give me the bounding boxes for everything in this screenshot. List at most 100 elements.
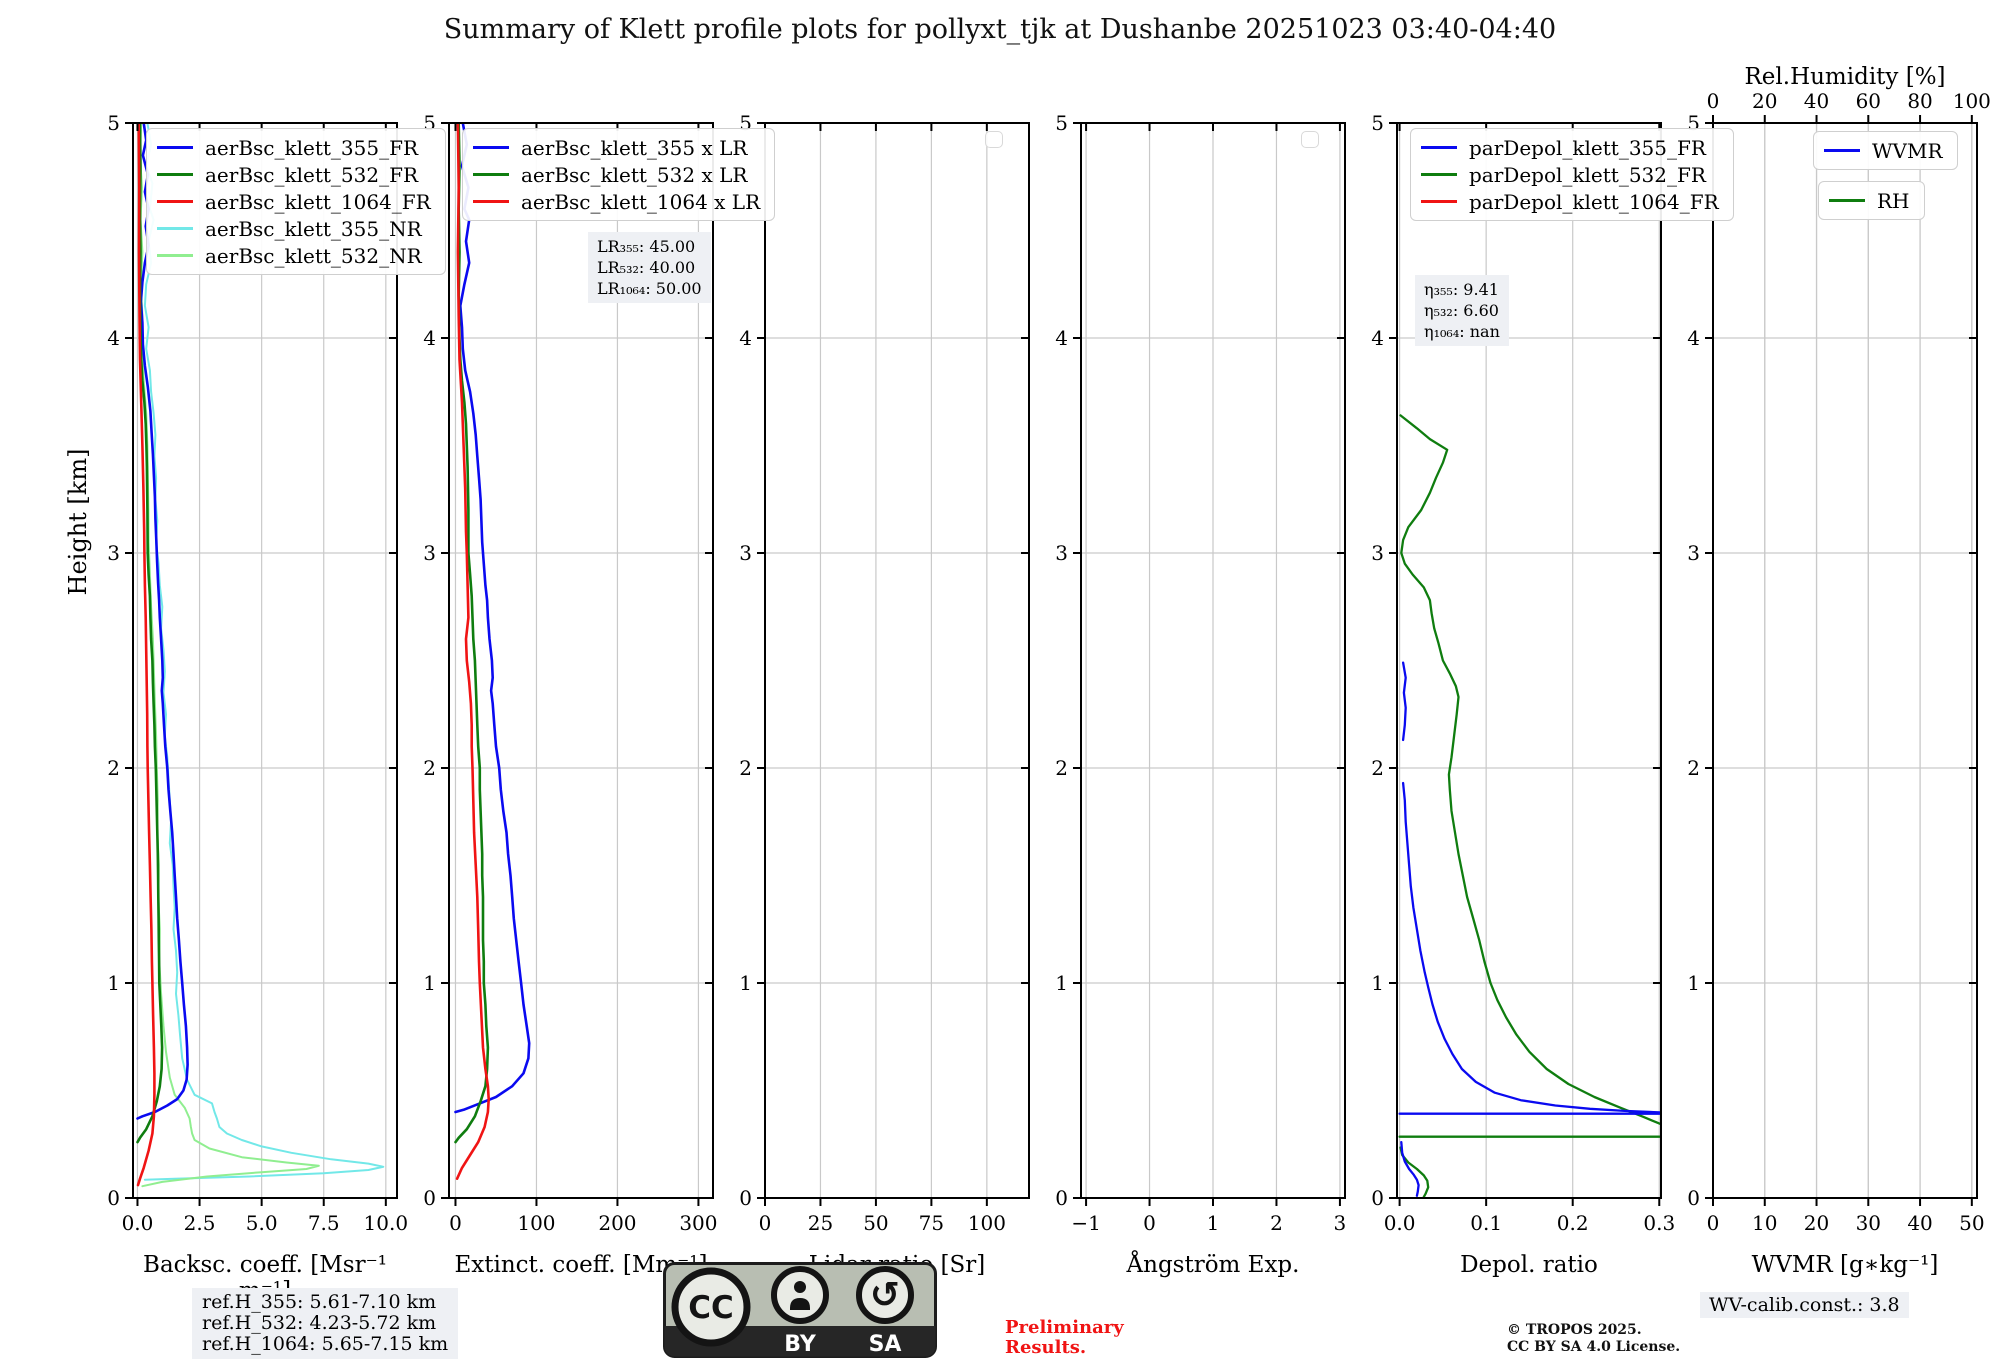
x-label-angstrom: Ångström Exp. [1126, 1252, 1300, 1278]
series-aerBsc_klett_1064_FR [136, 123, 156, 1187]
legend-label: aerBsc_klett_355 x LR [521, 135, 748, 160]
legend-entry: parDepol_klett_532_FR [1421, 161, 1719, 188]
cc-text: CC [688, 1290, 734, 1326]
y-tick-label: 4 [107, 326, 120, 350]
legend-entry: aerBsc_klett_355_FR [157, 134, 431, 161]
y-tick-label: 4 [1055, 326, 1068, 350]
top-label-rel-humidity: Rel.Humidity [%] [1744, 64, 1946, 90]
legend-line-swatch [157, 254, 193, 257]
y-tick-label: 4 [423, 326, 436, 350]
x-tick-label: 0 [759, 1211, 772, 1235]
svg-text:↺: ↺ [870, 1275, 900, 1316]
x-tick-label: 10.0 [364, 1211, 409, 1235]
y-tick-label: 0 [739, 1186, 752, 1210]
legend-entry: aerBsc_klett_355_NR [157, 215, 431, 242]
y-tick-label: 1 [1055, 971, 1068, 995]
preliminary-results-note: Preliminary Results. [1005, 1318, 1124, 1358]
share-alike-icon [856, 1266, 914, 1324]
y-tick-label: 5 [1055, 111, 1068, 135]
copyright-note: © TROPOS 2025. CC BY SA 4.0 License. [1507, 1322, 1680, 1356]
copyright-line2: CC BY SA 4.0 License. [1507, 1339, 1681, 1355]
page-title: Summary of Klett profile plots for polly… [443, 14, 1557, 45]
rh-tick-label: 0 [1707, 89, 1720, 113]
y-tick-label: 1 [107, 971, 120, 995]
y-tick-label: 2 [1055, 756, 1068, 780]
axes-frame [1396, 122, 1662, 1199]
x-tick-label: 40 [1907, 1211, 1932, 1235]
y-tick-label: 5 [1371, 111, 1384, 135]
reference-heights-box: ref.H_355: 5.61-7.10 km ref.H_532: 4.23-5… [192, 1288, 459, 1359]
series-aerBsc_klett_355 x LR [454, 123, 531, 1114]
series-aerBsc_klett_532 x LR [454, 123, 490, 1144]
legend-line-swatch [1829, 199, 1865, 202]
annotation-line: LR₅₃₂: 40.00 [597, 258, 696, 277]
legend-entry: WVMR [1824, 137, 1943, 164]
person-icon [771, 1266, 829, 1324]
y-tick-label: 1 [1687, 971, 1700, 995]
annotation-line: ref.H_355: 5.61-7.10 km [202, 1291, 437, 1313]
legend-label: aerBsc_klett_1064 x LR [521, 189, 761, 214]
x-tick-label: 300 [679, 1211, 717, 1235]
cc-by-sa-badge: CC ↺ BY SA [663, 1262, 937, 1358]
x-tick-label: 7.5 [308, 1211, 340, 1235]
badge-by-text: BY [784, 1332, 817, 1357]
y-tick-label: 2 [1371, 756, 1384, 780]
x-tick-label: 0.0 [122, 1211, 154, 1235]
x-tick-label: 0 [449, 1211, 462, 1235]
x-tick-label: 5.0 [246, 1211, 278, 1235]
legend-line-swatch [1421, 200, 1457, 203]
annotation-line: ref.H_1064: 5.65-7.15 km [202, 1333, 449, 1355]
legend-entry: aerBsc_klett_355 x LR [473, 134, 760, 161]
legend-line-swatch [473, 173, 509, 176]
preliminary-line2: Results. [1005, 1337, 1087, 1358]
series-aerBsc_klett_355_FR [136, 123, 189, 1120]
legend-label: aerBsc_klett_355_FR [205, 135, 419, 160]
rh-tick-label: 20 [1752, 89, 1777, 113]
y-tick-label: 3 [1055, 541, 1068, 565]
panel-depol-ratio: 0.0 0.1 0.2 0.3 0 1 2 3 4 5 [1371, 111, 1675, 1235]
x-tick-label: 50 [863, 1211, 888, 1235]
eta-constants-box: η₃₅₅: 9.41 η₅₃₂: 6.60 η₁₀₆₄: nan [1415, 275, 1509, 346]
y-tick-label: 4 [1371, 326, 1384, 350]
y-tick-label: 0 [107, 1186, 120, 1210]
legend-label: aerBsc_klett_532 x LR [521, 162, 748, 187]
y-tick-label: 0 [1055, 1186, 1068, 1210]
x-tick-label: 3 [1334, 1211, 1347, 1235]
x-tick-label: 20 [1804, 1211, 1829, 1235]
series-aerBsc_klett_1064 x LR [455, 123, 490, 1180]
y-tick-label: 3 [739, 541, 752, 565]
x-tick-label: 100 [517, 1211, 555, 1235]
legend-line-swatch [157, 200, 193, 203]
annotation-line: LR₁₀₆₄: 50.00 [597, 279, 702, 298]
legend-entry: aerBsc_klett_1064 x LR [473, 188, 760, 215]
x-label-wvmr: WVMR [g∗kg⁻¹] [1751, 1252, 1939, 1278]
legend-entry: aerBsc_klett_1064_FR [157, 188, 431, 215]
legend-line-swatch [1824, 149, 1860, 152]
series-parDepol_klett_355_FR [1401, 781, 1661, 1114]
legend-entry: RH [1829, 187, 1910, 214]
axes-frame [764, 122, 1030, 1199]
x-label-backscatter: Backsc. coeff. [Msr⁻¹ m⁻¹] [143, 1252, 387, 1304]
legend-line-swatch [157, 146, 193, 149]
x-label-depol: Depol. ratio [1460, 1252, 1598, 1278]
legend-entry: aerBsc_klett_532_FR [157, 161, 431, 188]
cc-circle-icon [671, 1267, 751, 1347]
legend-line-swatch [157, 173, 193, 176]
legend-entry: parDepol_klett_1064_FR [1421, 188, 1719, 215]
legend-depol: parDepol_klett_355_FR parDepol_klett_532_… [1410, 128, 1734, 221]
annotation-line: η₃₅₅: 9.41 [1424, 280, 1499, 299]
legend-backscatter: aerBsc_klett_355_FR aerBsc_klett_532_FR ae… [146, 128, 446, 275]
y-tick-label: 2 [739, 756, 752, 780]
legend-lidar-ratio-empty [985, 131, 1003, 148]
preliminary-line1: Preliminary [1005, 1317, 1124, 1338]
y-tick-label: 1 [1371, 971, 1384, 995]
legend-rh: RH [1818, 181, 1925, 220]
legend-entry: aerBsc_klett_532 x LR [473, 161, 760, 188]
rh-tick-label: 60 [1856, 89, 1881, 113]
x-tick-label: −1 [1071, 1211, 1100, 1235]
series-parDepol_klett_355_FR_upper [1401, 661, 1407, 742]
legend-wvmr: WVMR [1813, 131, 1958, 170]
series-aerBsc_klett_355_NR [143, 123, 385, 1181]
